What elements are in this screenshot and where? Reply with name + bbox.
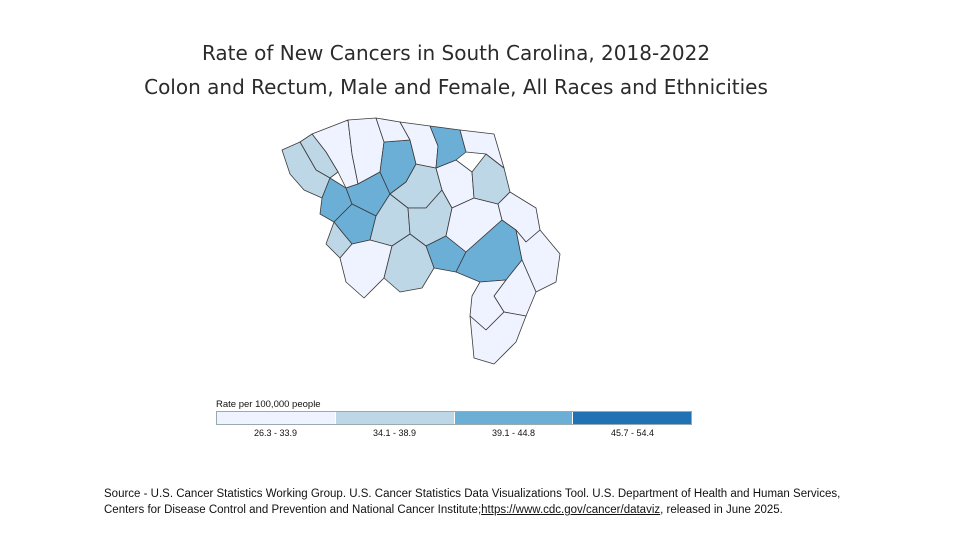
source-note: Source - U.S. Cancer Statistics Working … xyxy=(104,486,864,518)
legend-color-bar xyxy=(216,411,692,425)
map-legend: Rate per 100,000 people 26.3 - 33.9 34.1… xyxy=(216,399,692,438)
legend-swatch xyxy=(217,412,335,424)
county xyxy=(469,311,527,365)
legend-swatch xyxy=(572,412,691,424)
legend-label: 45.7 - 54.4 xyxy=(610,428,655,438)
county xyxy=(471,153,511,205)
map-title: Rate of New Cancers in South Carolina, 2… xyxy=(0,36,912,104)
county xyxy=(383,233,435,293)
south-carolina-county-map xyxy=(281,117,561,365)
county xyxy=(515,229,561,293)
legend-label: 39.1 - 44.8 xyxy=(491,428,536,438)
source-link[interactable]: https://www.cdc.gov/cancer/dataviz xyxy=(481,504,661,516)
legend-label: 34.1 - 38.9 xyxy=(372,428,417,438)
legend-label: 26.3 - 33.9 xyxy=(253,428,298,438)
title-line-1: Rate of New Cancers in South Carolina, 2… xyxy=(201,41,711,65)
county xyxy=(339,239,393,299)
legend-swatch xyxy=(334,412,454,424)
county xyxy=(459,129,505,169)
title-line-2: Colon and Rectum, Male and Female, All R… xyxy=(144,75,768,99)
source-text: Source - U.S. Cancer Statistics Working … xyxy=(104,488,841,516)
legend-title: Rate per 100,000 people xyxy=(216,399,321,410)
source-suffix: , released in June 2025. xyxy=(660,504,783,516)
legend-swatch xyxy=(453,412,573,424)
